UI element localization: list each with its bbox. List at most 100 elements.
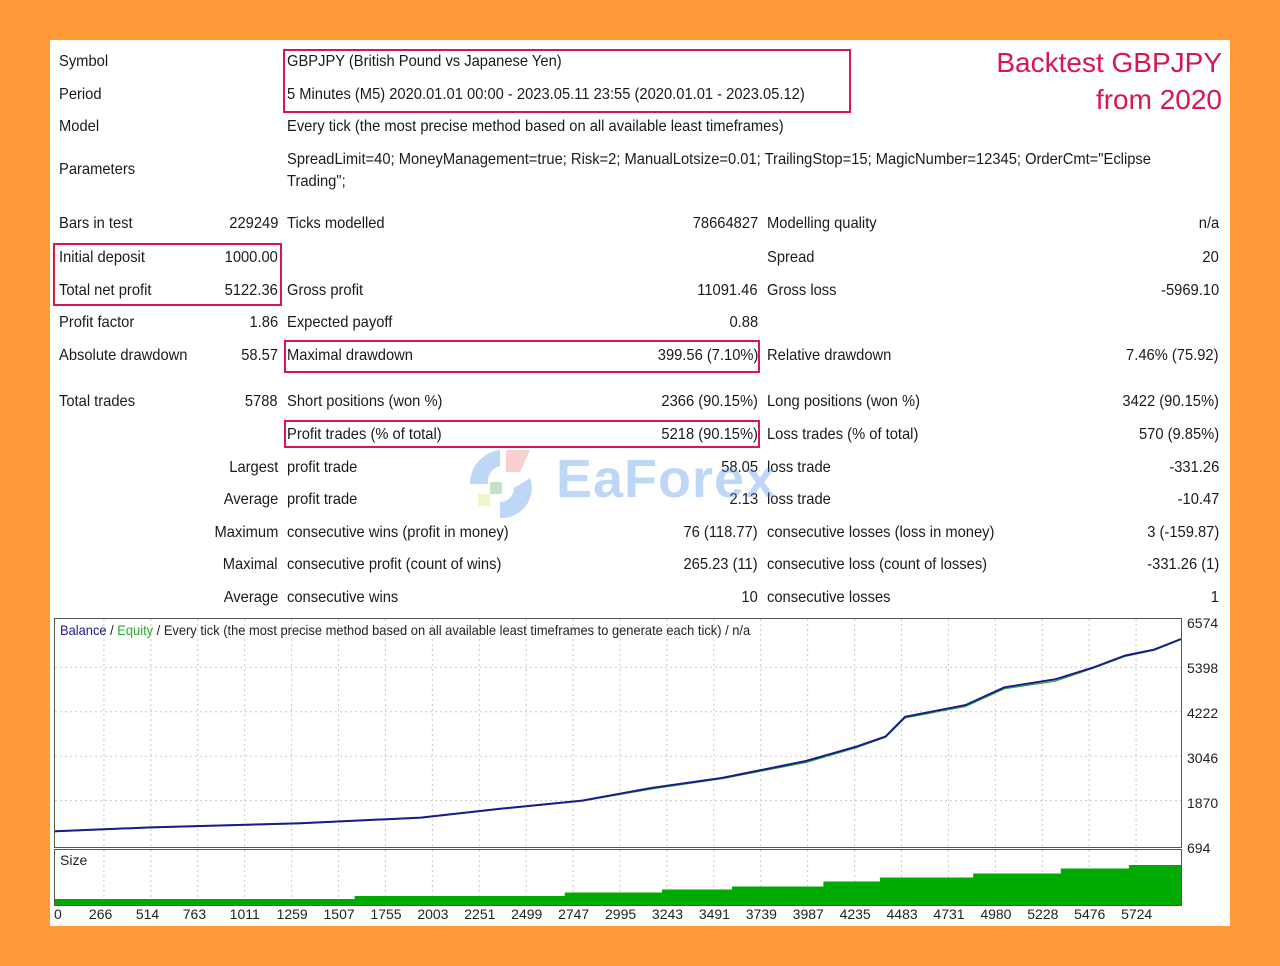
x-tick-1: 266 <box>88 906 113 922</box>
largest-loss-value: -331.26 <box>1169 459 1219 476</box>
relative-drawdown-value: 7.46% (75.92) <box>1126 347 1219 364</box>
balance-line <box>55 638 1181 833</box>
x-tick-5: 1259 <box>276 906 308 922</box>
eaforex-logo-icon <box>469 450 532 519</box>
size-chart: Size <box>54 849 1182 906</box>
parameters-line1: SpreadLimit=40; MoneyManagement=true; Ri… <box>287 151 1151 168</box>
absolute-drawdown-label: Absolute drawdown <box>59 347 188 364</box>
initial-deposit-label: Initial deposit <box>59 249 145 266</box>
largest-prefix: Largest <box>228 459 278 476</box>
modelling-quality-value: n/a <box>1198 215 1219 232</box>
profit-trades-value: 5218 (90.15%) <box>661 426 758 443</box>
bars-in-test-value: 229249 <box>228 215 278 232</box>
maximal-consec-profit-value: 265.23 (11) <box>683 556 758 573</box>
x-tick-23: 5724 <box>1121 906 1153 922</box>
report-panel: Backtest GBPJPY from 2020 Symbol GBPJPY … <box>50 40 1230 926</box>
long-positions-value: 3422 (90.15%) <box>1122 393 1219 410</box>
maximum-prefix: Maximum <box>214 524 278 541</box>
max-consec-wins-value: 76 (118.77) <box>683 524 758 541</box>
parameters-label: Parameters <box>59 161 136 178</box>
absolute-drawdown-value: 58.57 <box>241 347 278 364</box>
y-tick-4: 1870 <box>1187 795 1219 811</box>
ticks-modelled-value: 78664827 <box>692 215 758 232</box>
total-trades-label: Total trades <box>59 393 136 410</box>
model-value: Every tick (the most precise method base… <box>287 118 784 135</box>
x-tick-19: 4731 <box>933 906 965 922</box>
y-tick-0: 6574 <box>1187 615 1219 631</box>
largest-profit-value: 58.05 <box>721 459 758 476</box>
maximal-consec-loss-label: consecutive loss (count of losses) <box>767 556 988 573</box>
x-tick-14: 3491 <box>698 906 730 922</box>
headline-line1: Backtest GBPJPY <box>996 47 1222 78</box>
gross-loss-value: -5969.10 <box>1160 282 1219 299</box>
maximal-drawdown-label: Maximal drawdown <box>287 347 413 364</box>
period-value: 5 Minutes (M5) 2020.01.01 00:00 - 2023.0… <box>287 86 805 103</box>
x-tick-22: 5476 <box>1074 906 1106 922</box>
average-consec-prefix: Average <box>223 589 278 606</box>
legend-sep: / <box>106 622 118 638</box>
highlight-deposit-profit <box>53 243 282 306</box>
average-loss-label: loss trade <box>767 491 831 508</box>
x-tick-2: 514 <box>135 906 160 922</box>
relative-drawdown-label: Relative drawdown <box>767 347 892 364</box>
size-label: Size <box>60 852 88 868</box>
equity-line <box>55 638 1181 833</box>
size-bars <box>55 860 1181 905</box>
size-chart-plot <box>55 850 1181 905</box>
modelling-quality-label: Modelling quality <box>767 215 877 232</box>
x-tick-13: 3243 <box>651 906 684 922</box>
avg-consec-losses-label: consecutive losses <box>767 589 891 606</box>
long-positions-label: Long positions (won %) <box>767 393 921 410</box>
x-tick-3: 763 <box>182 906 207 922</box>
ticks-modelled-label: Ticks modelled <box>287 215 385 232</box>
legend-equity: Equity <box>117 622 154 638</box>
average-profit-value: 2.13 <box>729 491 758 508</box>
initial-deposit-value: 1000.00 <box>224 249 278 266</box>
x-tick-4: 1011 <box>229 906 260 922</box>
loss-trades-value: 570 (9.85%) <box>1138 426 1219 443</box>
gross-profit-label: Gross profit <box>287 282 364 299</box>
symbol-label: Symbol <box>59 53 109 70</box>
parameters-line2: Trading"; <box>287 173 346 190</box>
x-tick-10: 2499 <box>511 906 543 922</box>
balance-chart-plot <box>55 619 1181 847</box>
avg-consec-wins-value: 10 <box>741 589 758 606</box>
highlight-profit-trades <box>284 420 760 448</box>
headline: Backtest GBPJPY from 2020 <box>996 44 1222 118</box>
bars-in-test-label: Bars in test <box>59 215 133 232</box>
x-tick-18: 4483 <box>886 906 918 922</box>
x-tick-8: 2003 <box>417 906 449 922</box>
maximal-drawdown-value: 399.56 (7.10%) <box>657 347 758 364</box>
profit-factor-label: Profit factor <box>59 314 135 331</box>
model-label: Model <box>59 118 100 135</box>
average-loss-value: -10.47 <box>1177 491 1219 508</box>
y-tick-1: 5398 <box>1187 660 1219 676</box>
highlight-maximal-drawdown <box>284 340 760 373</box>
short-positions-label: Short positions (won %) <box>287 393 443 410</box>
x-tick-6: 1507 <box>323 906 355 922</box>
expected-payoff-label: Expected payoff <box>287 314 393 331</box>
gross-profit-value: 11091.46 <box>697 282 758 299</box>
x-tick-15: 3739 <box>745 906 777 922</box>
x-tick-16: 3987 <box>792 906 824 922</box>
maximal-consec-loss-value: -331.26 (1) <box>1146 556 1219 573</box>
x-tick-9: 2251 <box>464 906 496 922</box>
x-tick-0: 0 <box>54 906 62 922</box>
profit-factor-value: 1.86 <box>249 314 278 331</box>
legend-rest: / Every tick (the most precise method ba… <box>153 622 751 638</box>
avg-consec-wins-label: consecutive wins <box>287 589 399 606</box>
x-tick-11: 2747 <box>558 906 590 922</box>
x-tick-12: 2995 <box>605 906 637 922</box>
maximal-consec-profit-label: consecutive profit (count of wins) <box>287 556 502 573</box>
gross-loss-label: Gross loss <box>767 282 837 299</box>
spread-label: Spread <box>767 249 815 266</box>
watermark: EaForex <box>460 444 860 524</box>
max-consec-wins-label: consecutive wins (profit in money) <box>287 524 509 541</box>
headline-line2: from 2020 <box>1095 84 1222 115</box>
largest-loss-label: loss trade <box>767 459 831 476</box>
average-prefix: Average <box>223 491 278 508</box>
profit-trades-label: Profit trades (% of total) <box>287 426 442 443</box>
expected-payoff-value: 0.88 <box>729 314 758 331</box>
x-tick-20: 4980 <box>980 906 1012 922</box>
legend-balance: Balance <box>60 622 107 638</box>
